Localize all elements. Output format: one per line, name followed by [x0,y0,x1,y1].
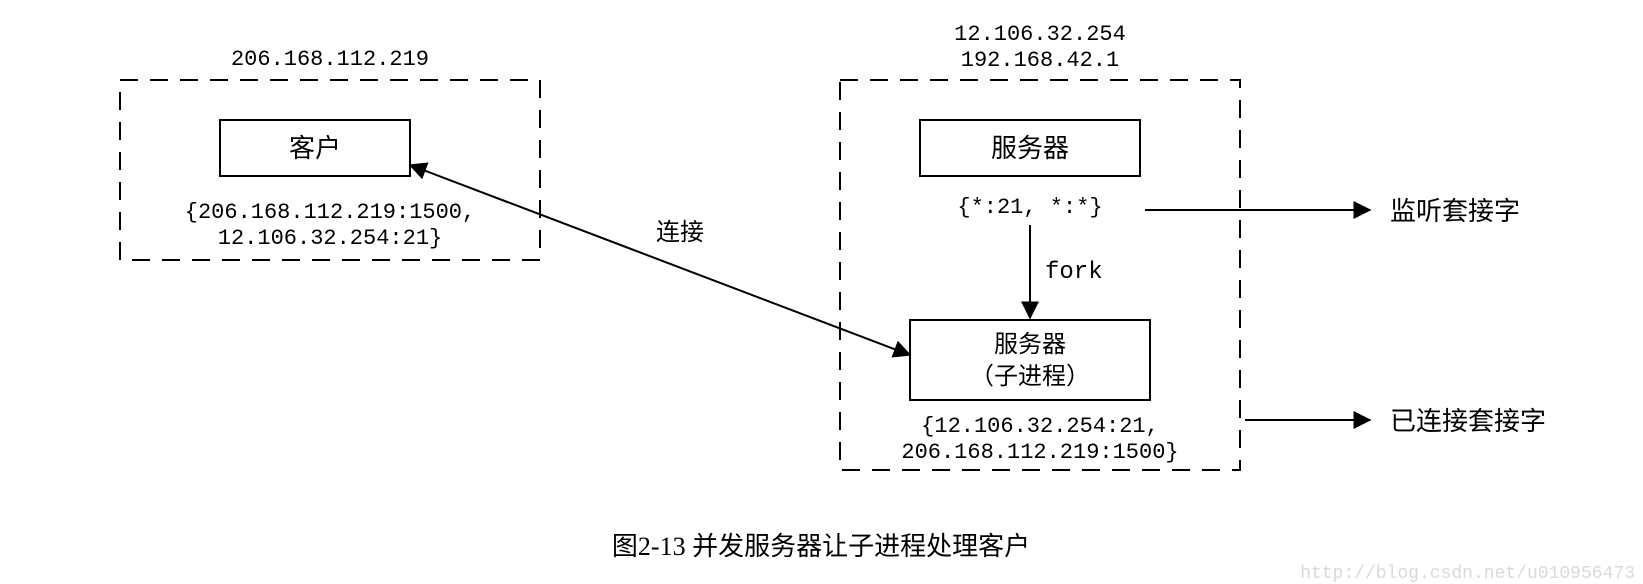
client-host-group: 206.168.112.219 客户 {206.168.112.219:1500… [120,47,540,260]
server-connected-socket-line1: {12.106.32.254:21, [921,414,1159,439]
listen-side-label: 监听套接字 [1390,197,1520,226]
server-connected-socket-line2: 206.168.112.219:1500} [901,440,1178,465]
diagram-root: 206.168.112.219 客户 {206.168.112.219:1500… [0,0,1643,584]
server-host-ip1: 12.106.32.254 [954,22,1126,47]
client-host-ip: 206.168.112.219 [231,47,429,72]
server-host-group: 12.106.32.254 192.168.42.1 服务器 {*:21, *:… [840,22,1240,470]
server-child-label2: （子进程） [970,363,1090,390]
server-child-label1: 服务器 [994,331,1066,358]
watermark: http://blog.csdn.net/u010956473 [1300,564,1635,584]
server-host-ip2: 192.168.42.1 [961,48,1119,73]
server-listen-socket: {*:21, *:*} [957,195,1102,220]
connection-label: 连接 [656,219,704,246]
connected-side-label: 已连接套接字 [1390,407,1546,436]
client-socket-line1: {206.168.112.219:1500, [185,200,475,225]
client-node-label: 客户 [289,134,341,163]
server-node-label: 服务器 [991,134,1069,163]
figure-caption: 图2-13 并发服务器让子进程处理客户 [612,532,1030,561]
client-socket-line2: 12.106.32.254:21} [218,226,442,251]
fork-label: fork [1045,259,1103,286]
connection-edge [410,165,910,355]
